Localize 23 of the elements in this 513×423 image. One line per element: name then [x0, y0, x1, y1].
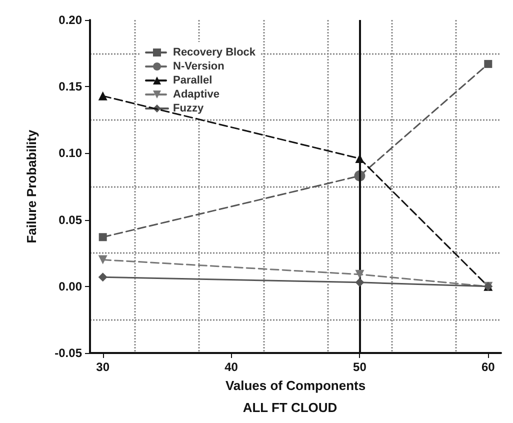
x-tick-label: 60 [481, 360, 496, 374]
point [98, 91, 108, 100]
y-tick-label: 0.00 [58, 279, 82, 294]
point [484, 60, 492, 68]
y-tick-label: -0.05 [54, 346, 82, 360]
y-tick-label: 0.05 [58, 212, 82, 227]
point [98, 233, 107, 242]
legend-label: Adaptive [173, 88, 220, 100]
y-tick-label: 0.15 [58, 80, 82, 94]
y-tick-label: 0.20 [58, 13, 82, 27]
x-tick-label: 50 [353, 360, 367, 374]
point [355, 278, 364, 287]
x-tick-label: 30 [96, 360, 110, 374]
point [98, 272, 108, 282]
legend-label: N-Version [173, 60, 225, 72]
legend-label: Recovery Block [173, 46, 256, 58]
legend-label: Fuzzy [173, 102, 204, 114]
y-tick-label: 0.10 [58, 146, 82, 160]
legend-label: Parallel [173, 74, 212, 86]
x-axis-title: Values of Components [225, 378, 366, 393]
x-tick-label: 40 [224, 360, 238, 374]
y-axis-title: Failure Probability [24, 129, 39, 244]
text: ALL FT CLOUD [242, 400, 338, 415]
